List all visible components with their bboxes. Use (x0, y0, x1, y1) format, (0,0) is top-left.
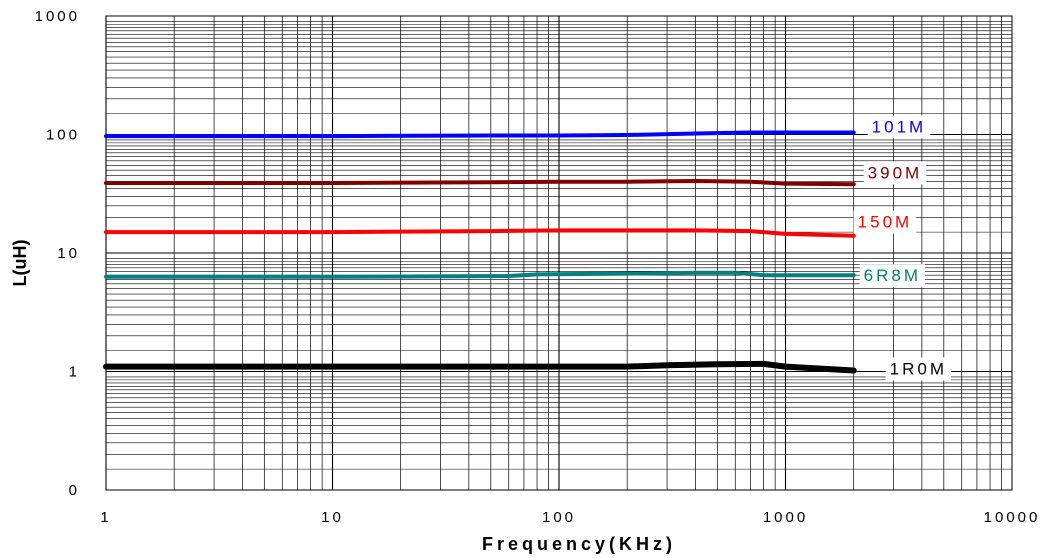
series-label-layer: 101M 390M 150M 6R8M 1R0M (853, 115, 952, 381)
series-line-6r8m (104, 270, 856, 279)
grid-lines (105, 16, 1012, 491)
x-tick-label: 10 (321, 509, 344, 526)
x-tick-label: 1000 (763, 509, 808, 526)
x-axis-title: Frequency(KHz) (482, 534, 676, 554)
series-line-101m (104, 130, 856, 139)
y-tick-label: 10 (57, 245, 80, 262)
series-line-390m (104, 179, 856, 187)
series-label-101m: 101M (872, 117, 927, 136)
plot-frame (105, 15, 1013, 491)
series-label-1r0m: 1R0M (890, 359, 947, 378)
x-tick-label: 100 (542, 509, 576, 526)
y-axis-title: L(uH) (10, 240, 30, 287)
series-label-background (885, 357, 952, 381)
series-label-390m: 390M (868, 163, 923, 182)
x-tick-label: 1 (100, 509, 111, 526)
y-tick-labels: 0 1 10 100 1000 (35, 8, 80, 499)
series-label-background (867, 115, 931, 139)
y-tick-label: 1000 (35, 8, 80, 25)
x-tick-labels: 1 10 100 1000 10000 (100, 509, 1041, 526)
series-label-150m: 150M (858, 213, 913, 232)
series-label-background (853, 210, 917, 234)
x-tick-label: 10000 (984, 509, 1041, 526)
y-tick-label: 1 (69, 364, 80, 381)
y-tick-label: 0 (69, 482, 80, 499)
series-line-1r0m (103, 360, 857, 374)
y-tick-label: 100 (46, 127, 80, 144)
series-label-background (863, 161, 927, 185)
series-label-background (859, 264, 926, 288)
series-line-150m (104, 228, 856, 238)
series-label-6r8m: 6R8M (864, 266, 921, 285)
series-layer (103, 130, 857, 374)
